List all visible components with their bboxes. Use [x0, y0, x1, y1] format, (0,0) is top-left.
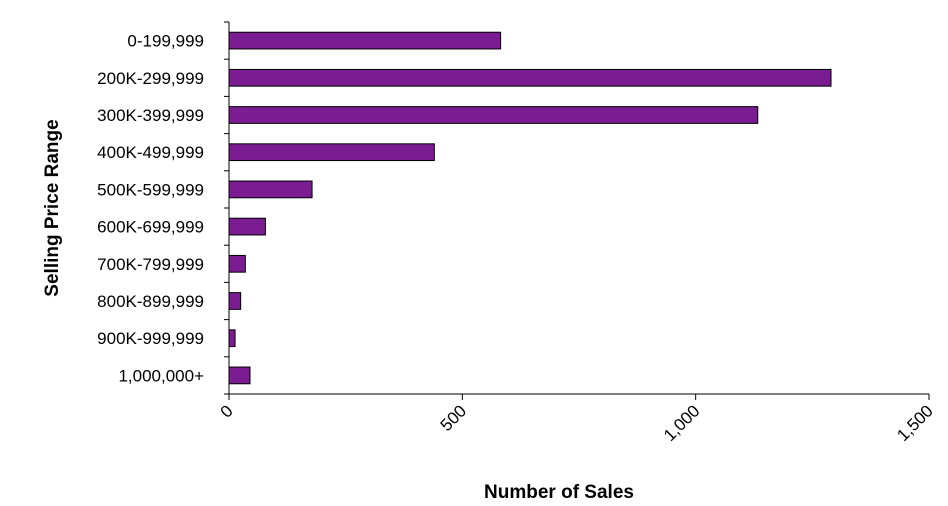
bar	[228, 366, 251, 385]
category-label: 1,000,000+	[118, 366, 204, 385]
category-label: 500K-599,999	[97, 180, 204, 199]
category-labels: 0-199,999 200K-299,999 300K-399,999 400K-49…	[97, 32, 204, 386]
category-label: 300K-399,999	[97, 106, 204, 125]
bar	[228, 180, 313, 199]
x-tick-label: 1,500	[893, 401, 937, 445]
x-axis-title: Number of Sales	[484, 482, 634, 503]
bar	[228, 106, 759, 124]
bar	[228, 217, 266, 236]
bar	[228, 31, 502, 50]
x-axis-ticks: 0 500 1,000 1,500	[217, 394, 937, 445]
category-label: 200K-299,999	[97, 69, 204, 88]
x-tick-label: 1,000	[660, 401, 704, 445]
x-tick-label: 0	[217, 401, 237, 421]
category-label: 0-199,999	[127, 32, 204, 51]
bars-group	[228, 31, 832, 385]
bar	[228, 254, 246, 273]
y-axis-ticks	[224, 21, 229, 395]
category-label: 400K-499,999	[97, 143, 204, 162]
bar	[228, 143, 435, 162]
bar	[228, 292, 242, 310]
y-axis-title: Selling Price Range	[42, 119, 63, 296]
bar	[228, 329, 236, 348]
category-label: 900K-999,999	[97, 329, 204, 348]
bar	[228, 68, 832, 87]
category-label: 700K-799,999	[97, 255, 204, 274]
x-tick-label: 500	[437, 401, 470, 434]
category-label: 800K-899,999	[97, 292, 204, 311]
category-label: 600K-699,999	[97, 218, 204, 237]
